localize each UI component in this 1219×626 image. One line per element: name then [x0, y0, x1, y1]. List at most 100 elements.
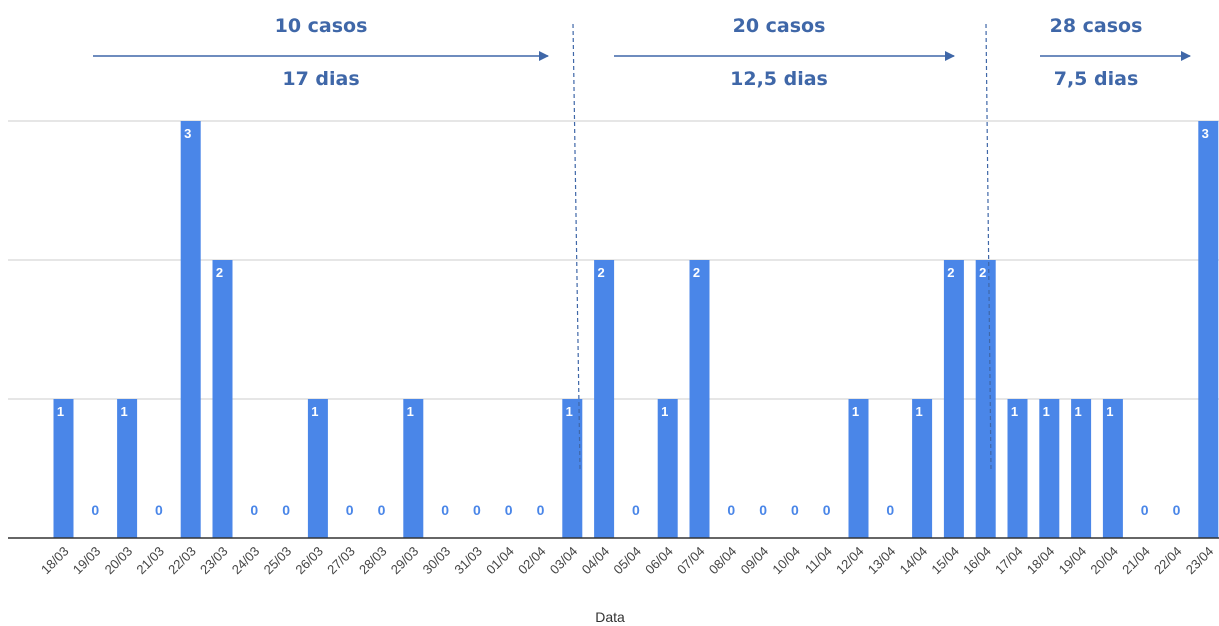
period-annotations: 10 casos 17 dias 20 casos 12,5 dias 28 c… [275, 15, 1143, 90]
x-tick-label: 19/03 [70, 544, 104, 578]
period-2-cases: 20 casos [733, 15, 826, 37]
bar-value-label: 1 [661, 404, 668, 419]
bar-value-label: 0 [791, 502, 799, 518]
bar-23/03 [212, 260, 233, 538]
bars [53, 121, 1219, 538]
x-tick-label: 08/04 [706, 544, 740, 578]
x-tick-label: 10/04 [769, 544, 803, 578]
x-tick-label: 22/04 [1151, 544, 1185, 578]
bar-04/04 [594, 260, 615, 538]
period-3-cases: 28 casos [1050, 15, 1143, 37]
bar-20/04 [1102, 399, 1123, 538]
x-tick-label: 20/04 [1087, 544, 1121, 578]
x-tick-label: 07/04 [674, 544, 708, 578]
x-tick-label: 02/04 [515, 544, 549, 578]
bar-value-label: 1 [852, 404, 859, 419]
period-1-days: 17 dias [282, 68, 359, 90]
bar-23/04 [1198, 121, 1219, 538]
bar-value-label: 0 [250, 502, 258, 518]
x-tick-label: 22/03 [165, 544, 199, 578]
bar-20/03 [117, 399, 138, 538]
bar-22/03 [180, 121, 201, 538]
bar-value-label: 0 [155, 502, 163, 518]
bar-value-label: 0 [632, 502, 640, 518]
x-tick-label: 19/04 [1056, 544, 1090, 578]
x-tick-label: 21/04 [1119, 544, 1153, 578]
x-tick-label: 23/03 [197, 544, 231, 578]
bar-value-label: 2 [979, 265, 986, 280]
period-3-days: 7,5 dias [1054, 68, 1139, 90]
x-tick-label: 26/03 [292, 544, 326, 578]
period-dividers [572, 23, 992, 471]
bar-value-label: 3 [1202, 126, 1209, 141]
x-tick-label: 27/03 [324, 544, 358, 578]
bar-15/04 [943, 260, 964, 538]
bar-18/04 [1039, 399, 1060, 538]
bar-16/04 [975, 260, 996, 538]
bar-12/04 [848, 399, 869, 538]
x-tick-label: 30/03 [420, 544, 454, 578]
x-tick-label: 11/04 [802, 544, 835, 577]
x-tick-label: 09/04 [738, 544, 772, 578]
x-tick-label: 03/04 [547, 544, 581, 578]
bar-value-label: 0 [537, 502, 545, 518]
x-tick-label: 24/03 [229, 544, 263, 578]
bar-value-label: 1 [1106, 404, 1113, 419]
bar-value-label: 1 [57, 404, 64, 419]
period-divider-2 [985, 23, 992, 471]
bar-value-label: 1 [1043, 404, 1050, 419]
bar-07/04 [689, 260, 710, 538]
bar-value-label: 0 [1141, 502, 1149, 518]
x-tick-label: 29/03 [388, 544, 422, 578]
x-tick-label: 18/03 [38, 544, 72, 578]
bar-value-label: 2 [597, 265, 604, 280]
bar-value-label: 2 [947, 265, 954, 280]
x-tick-label: 12/04 [833, 544, 867, 578]
x-axis-title: Data [595, 609, 625, 625]
x-tick-label: 31/03 [451, 544, 485, 578]
period-divider-1 [572, 23, 581, 471]
bar-labels: 1 0 1 0 3 2 0 0 1 0 0 1 0 0 0 0 1 2 0 1 2 0 0 0 0 1 0 1 2 2 1 1 1 1 0 0 3 [57, 126, 1209, 518]
bar-value-label: 1 [915, 404, 922, 419]
bar-value-label: 1 [407, 404, 414, 419]
bar-value-label: 2 [216, 265, 223, 280]
x-tick-label: 01/04 [483, 544, 517, 578]
x-tick-label: 16/04 [960, 544, 994, 578]
x-tick-labels: 18/0319/0320/0321/0322/0323/0324/0325/03… [38, 544, 1216, 578]
x-tick-label: 17/04 [992, 544, 1026, 578]
bar-26/03 [307, 399, 328, 538]
bar-value-label: 0 [378, 502, 386, 518]
bar-29/03 [403, 399, 424, 538]
bar-value-label: 1 [311, 404, 318, 419]
bar-value-label: 0 [346, 502, 354, 518]
x-tick-label: 05/04 [610, 544, 644, 578]
bar-17/04 [1007, 399, 1028, 538]
x-tick-label: 18/04 [1024, 544, 1058, 578]
x-tick-label: 13/04 [865, 544, 899, 578]
period-2-days: 12,5 dias [730, 68, 828, 90]
x-tick-label: 06/04 [642, 544, 676, 578]
bar-value-label: 0 [823, 502, 831, 518]
bar-06/04 [657, 399, 678, 538]
bar-value-label: 2 [693, 265, 700, 280]
bar-value-label: 0 [473, 502, 481, 518]
bar-value-label: 1 [566, 404, 573, 419]
bar-03/04 [562, 399, 583, 538]
x-tick-label: 14/04 [897, 544, 931, 578]
bar-value-label: 1 [1074, 404, 1081, 419]
x-tick-label: 28/03 [356, 544, 390, 578]
x-tick-label: 04/04 [579, 544, 613, 578]
x-tick-label: 23/04 [1183, 544, 1217, 578]
x-tick-label: 21/03 [133, 544, 167, 578]
x-tick-label: 20/03 [102, 544, 136, 578]
bar-19/04 [1071, 399, 1092, 538]
x-tick-label: 15/04 [928, 544, 962, 578]
bar-value-label: 0 [505, 502, 513, 518]
x-tick-label: 25/03 [261, 544, 295, 578]
bar-14/04 [912, 399, 933, 538]
bar-value-label: 0 [727, 502, 735, 518]
period-1-cases: 10 casos [275, 15, 368, 37]
bar-18/03 [53, 399, 74, 538]
bar-value-label: 0 [91, 502, 99, 518]
